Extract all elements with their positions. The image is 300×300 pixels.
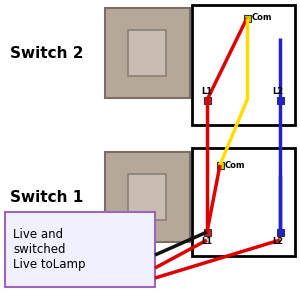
Text: Switch 1: Switch 1 [10, 190, 83, 205]
Bar [217, 161, 224, 169]
Bar [128, 174, 166, 220]
Bar [244, 14, 250, 22]
Text: L1: L1 [201, 86, 213, 95]
Bar [192, 148, 295, 256]
Text: Com: Com [225, 160, 245, 169]
Text: L2: L2 [272, 238, 284, 247]
Bar [277, 229, 284, 236]
Text: Live and
switched
Live toLamp: Live and switched Live toLamp [13, 228, 86, 271]
Bar [105, 8, 190, 98]
Bar [192, 5, 295, 125]
Bar [128, 30, 166, 76]
Bar [105, 152, 190, 242]
Text: L2: L2 [272, 86, 284, 95]
Bar [277, 97, 284, 104]
Text: Switch 2: Switch 2 [10, 46, 83, 61]
Text: Com: Com [252, 14, 272, 22]
Bar [5, 212, 155, 287]
Bar [203, 97, 211, 104]
Text: L1: L1 [201, 238, 213, 247]
Bar [203, 229, 211, 236]
